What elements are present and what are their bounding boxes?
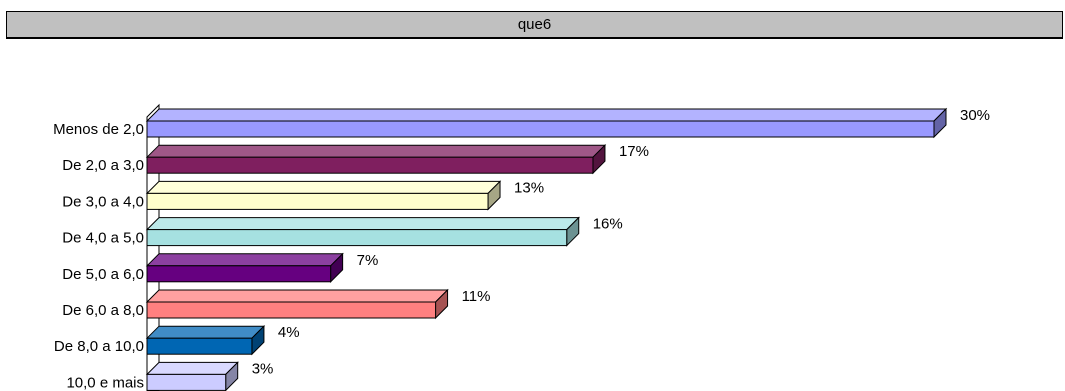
category-label: De 4,0 a 5,0	[62, 230, 144, 247]
category-label: De 8,0 a 10,0	[54, 338, 144, 355]
value-label: 11%	[462, 288, 491, 305]
value-label: 17%	[619, 143, 649, 160]
bar	[146, 301, 437, 319]
value-label: 13%	[514, 179, 544, 196]
bar-top-face	[145, 253, 344, 267]
category-label: De 6,0 a 8,0	[62, 302, 144, 319]
value-label: 30%	[960, 107, 990, 124]
bar-top-face	[145, 217, 580, 231]
value-label: 16%	[593, 216, 623, 233]
bar	[146, 265, 332, 283]
value-label: 3%	[252, 360, 274, 377]
category-label: 10,0 e mais	[66, 374, 144, 391]
axis-wall	[146, 103, 160, 391]
category-label: De 5,0 a 6,0	[62, 266, 144, 283]
bar	[146, 120, 935, 138]
category-label: De 3,0 a 4,0	[62, 193, 144, 210]
bar-top-face	[145, 325, 266, 339]
bar	[146, 192, 489, 210]
bar	[146, 337, 253, 355]
bar-top-face	[145, 289, 449, 303]
bar	[146, 373, 227, 391]
category-label: De 2,0 a 3,0	[62, 157, 144, 174]
bar-top-face	[145, 361, 239, 375]
bar-top-face	[145, 144, 607, 158]
value-label: 7%	[357, 252, 379, 269]
category-label: Menos de 2,0	[53, 121, 144, 138]
bar	[146, 156, 594, 174]
bar-top-face	[145, 180, 502, 194]
bar	[146, 229, 568, 247]
value-label: 4%	[278, 324, 300, 341]
chart-title: que6	[6, 11, 1063, 39]
bar-top-face	[145, 108, 948, 122]
